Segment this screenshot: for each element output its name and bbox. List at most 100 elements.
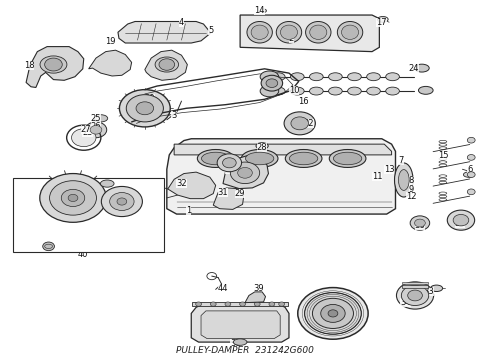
Text: 14: 14 bbox=[254, 6, 265, 15]
Text: 17: 17 bbox=[376, 18, 387, 27]
Circle shape bbox=[467, 137, 475, 143]
Ellipse shape bbox=[94, 115, 108, 122]
Ellipse shape bbox=[261, 9, 267, 13]
Text: 24: 24 bbox=[408, 64, 419, 73]
Ellipse shape bbox=[285, 149, 322, 167]
Circle shape bbox=[126, 95, 163, 122]
Ellipse shape bbox=[276, 22, 302, 43]
Ellipse shape bbox=[367, 73, 380, 81]
Ellipse shape bbox=[329, 87, 342, 95]
Circle shape bbox=[45, 58, 62, 71]
Ellipse shape bbox=[347, 73, 361, 81]
Circle shape bbox=[68, 194, 78, 202]
Text: 32: 32 bbox=[176, 179, 187, 188]
Text: 28: 28 bbox=[257, 143, 268, 152]
Circle shape bbox=[261, 75, 283, 91]
Text: 8: 8 bbox=[409, 176, 414, 185]
Text: 30: 30 bbox=[225, 165, 236, 174]
Circle shape bbox=[225, 302, 231, 306]
Text: 3: 3 bbox=[172, 111, 177, 120]
Ellipse shape bbox=[271, 73, 285, 81]
Text: 26: 26 bbox=[91, 122, 101, 131]
Ellipse shape bbox=[201, 152, 230, 165]
Ellipse shape bbox=[247, 22, 272, 43]
Circle shape bbox=[453, 215, 469, 226]
Text: 16: 16 bbox=[298, 97, 309, 106]
Circle shape bbox=[284, 112, 316, 135]
Text: 13: 13 bbox=[384, 166, 394, 175]
Text: 7: 7 bbox=[399, 156, 404, 165]
Text: 15: 15 bbox=[438, 151, 448, 160]
Polygon shape bbox=[201, 311, 280, 338]
Circle shape bbox=[110, 193, 134, 211]
Text: 1: 1 bbox=[186, 206, 192, 215]
Text: 5: 5 bbox=[208, 26, 214, 35]
Circle shape bbox=[266, 79, 278, 87]
Circle shape bbox=[279, 302, 285, 306]
Ellipse shape bbox=[367, 87, 380, 95]
Ellipse shape bbox=[329, 149, 366, 167]
Ellipse shape bbox=[260, 85, 279, 97]
Text: 38: 38 bbox=[230, 339, 241, 348]
Circle shape bbox=[159, 59, 174, 70]
Circle shape bbox=[408, 290, 422, 301]
Ellipse shape bbox=[386, 73, 399, 81]
Circle shape bbox=[415, 219, 425, 227]
Circle shape bbox=[230, 162, 260, 184]
Polygon shape bbox=[223, 156, 269, 189]
Circle shape bbox=[410, 216, 430, 230]
Ellipse shape bbox=[347, 87, 361, 95]
Circle shape bbox=[136, 102, 154, 115]
Circle shape bbox=[40, 174, 106, 222]
Ellipse shape bbox=[40, 56, 67, 73]
Circle shape bbox=[269, 302, 275, 306]
Circle shape bbox=[467, 154, 475, 160]
Circle shape bbox=[61, 189, 85, 207]
Polygon shape bbox=[167, 139, 395, 214]
Ellipse shape bbox=[100, 180, 114, 187]
Text: 2: 2 bbox=[289, 34, 294, 43]
Circle shape bbox=[238, 167, 252, 178]
Ellipse shape bbox=[337, 22, 363, 43]
Ellipse shape bbox=[333, 152, 362, 165]
Text: 31: 31 bbox=[218, 188, 228, 197]
Circle shape bbox=[467, 189, 475, 195]
Ellipse shape bbox=[415, 64, 429, 72]
Polygon shape bbox=[245, 292, 266, 303]
Ellipse shape bbox=[233, 339, 247, 345]
Text: 36: 36 bbox=[415, 221, 425, 230]
Text: 19: 19 bbox=[105, 37, 116, 46]
Circle shape bbox=[467, 172, 475, 177]
Ellipse shape bbox=[418, 86, 433, 94]
Circle shape bbox=[222, 158, 236, 168]
Bar bbox=[13, 178, 164, 252]
Text: 9: 9 bbox=[409, 185, 414, 194]
Ellipse shape bbox=[398, 170, 409, 190]
Ellipse shape bbox=[430, 285, 442, 292]
Circle shape bbox=[120, 90, 170, 127]
Text: 27: 27 bbox=[81, 125, 92, 134]
Polygon shape bbox=[89, 50, 132, 76]
Polygon shape bbox=[26, 46, 84, 87]
Ellipse shape bbox=[271, 87, 285, 95]
Circle shape bbox=[298, 288, 368, 339]
Text: 23: 23 bbox=[82, 128, 93, 137]
Polygon shape bbox=[191, 304, 289, 342]
Ellipse shape bbox=[197, 149, 234, 167]
Polygon shape bbox=[118, 22, 211, 43]
Polygon shape bbox=[168, 172, 216, 199]
Circle shape bbox=[72, 129, 96, 147]
Ellipse shape bbox=[394, 163, 413, 197]
Text: PULLEY-DAMPER  231242G600: PULLEY-DAMPER 231242G600 bbox=[176, 346, 314, 355]
Circle shape bbox=[401, 285, 429, 306]
Polygon shape bbox=[174, 144, 392, 155]
Ellipse shape bbox=[464, 172, 474, 177]
Circle shape bbox=[117, 198, 127, 205]
Circle shape bbox=[305, 293, 361, 334]
Circle shape bbox=[101, 186, 143, 217]
Circle shape bbox=[210, 302, 216, 306]
Text: 6: 6 bbox=[467, 165, 472, 174]
Ellipse shape bbox=[342, 25, 359, 40]
Polygon shape bbox=[213, 188, 244, 210]
Text: 10: 10 bbox=[289, 86, 299, 95]
